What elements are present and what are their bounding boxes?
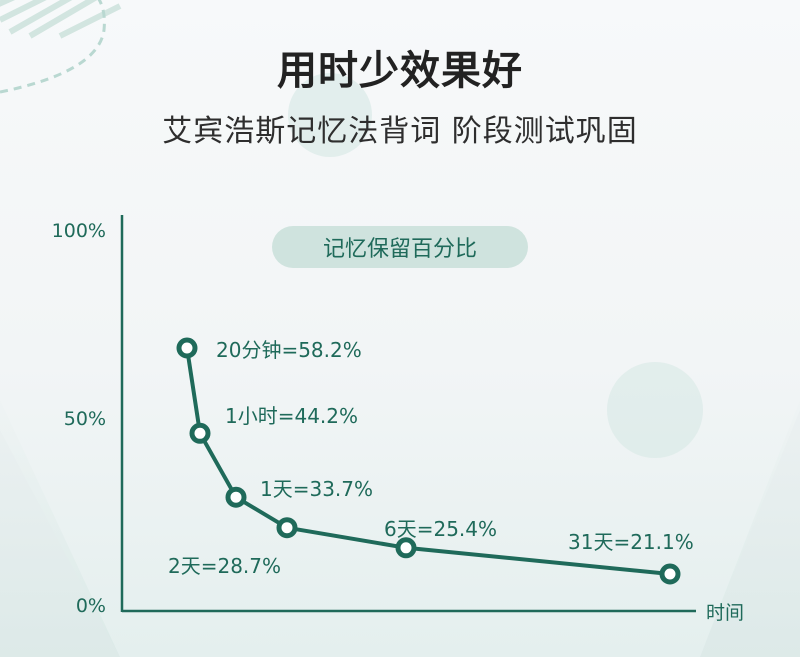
retention-line [185,347,671,576]
data-point-1day [225,486,247,508]
y-tick-0: 0% [76,595,106,617]
data-point-31day [659,563,681,585]
point-label-6day: 6天=25.4% [384,517,497,541]
y-tick-100: 100% [52,220,106,242]
data-point-20min [176,337,198,359]
y-tick-50: 50% [64,408,106,430]
headline: 用时少效果好 [277,48,523,94]
data-point-6day [395,537,417,559]
point-label-20min: 20分钟=58.2% [216,338,362,362]
point-label-31day: 31天=21.1% [568,530,694,554]
data-point-2day [276,517,298,539]
point-label-1hour: 1小时=44.2% [225,404,358,428]
subheadline: 艾宾浩斯记忆法背词 阶段测试巩固 [162,114,638,149]
chart-title: 记忆保留百分比 [272,226,528,268]
point-label-1day: 1天=33.7% [260,477,373,501]
point-label-2day: 2天=28.7% [168,554,281,578]
x-axis-label: 时间 [706,602,744,624]
data-point-1hour [189,422,211,444]
